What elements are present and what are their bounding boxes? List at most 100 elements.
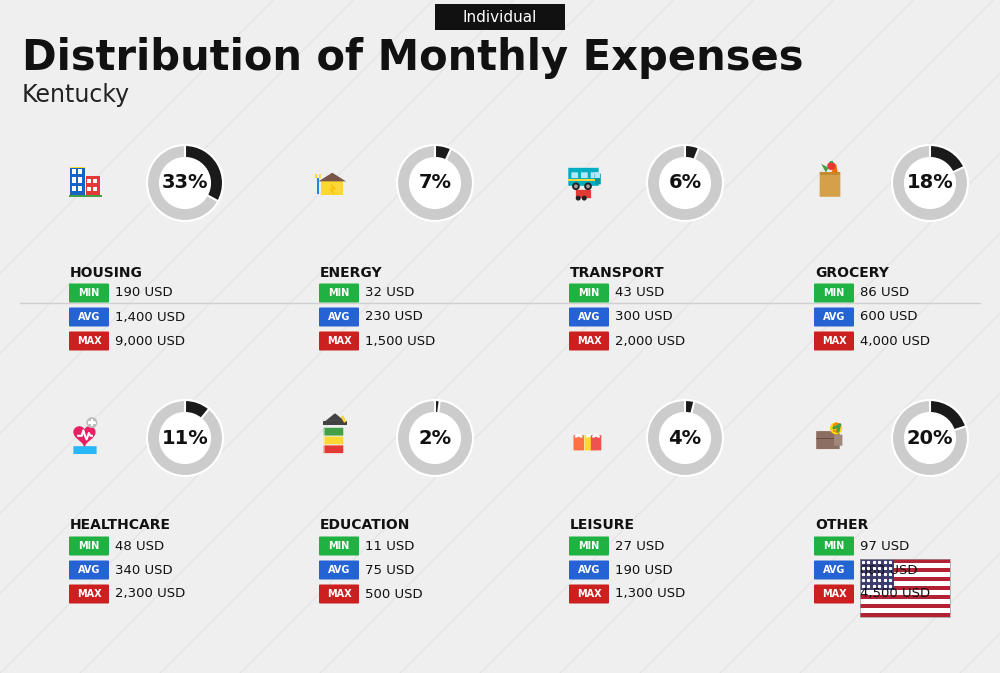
Bar (87, 186, 91, 191)
Bar (72, 177, 76, 183)
Text: 9,000 USD: 9,000 USD (115, 334, 185, 347)
Bar (595, 172, 600, 178)
Bar (78, 169, 82, 174)
FancyBboxPatch shape (569, 561, 609, 579)
Text: HOUSING: HOUSING (70, 266, 143, 280)
Text: MAX: MAX (77, 589, 101, 599)
FancyBboxPatch shape (816, 431, 840, 449)
Bar (78, 177, 82, 183)
Bar (90, 419, 93, 427)
Bar (70, 166, 85, 168)
FancyBboxPatch shape (576, 190, 591, 198)
Text: ENERGY: ENERGY (320, 266, 383, 280)
Text: 230 USD: 230 USD (365, 310, 423, 324)
Text: 4%: 4% (668, 429, 702, 448)
Polygon shape (74, 427, 95, 446)
Text: MIN: MIN (78, 541, 100, 551)
Bar (860, 595, 950, 599)
Wedge shape (930, 145, 964, 172)
Polygon shape (325, 413, 345, 421)
Text: 1,500 USD: 1,500 USD (365, 334, 435, 347)
FancyBboxPatch shape (568, 168, 599, 186)
Bar (93, 179, 97, 184)
Text: 600 USD: 600 USD (860, 310, 918, 324)
Circle shape (410, 413, 460, 463)
Text: AVG: AVG (823, 565, 845, 575)
FancyBboxPatch shape (435, 4, 565, 30)
FancyBboxPatch shape (73, 446, 97, 454)
FancyBboxPatch shape (814, 584, 854, 604)
Text: AVG: AVG (78, 565, 100, 575)
FancyBboxPatch shape (323, 428, 343, 435)
FancyBboxPatch shape (814, 332, 854, 351)
Text: MIN: MIN (78, 288, 100, 298)
FancyBboxPatch shape (569, 584, 609, 604)
Text: 18%: 18% (907, 174, 953, 192)
FancyBboxPatch shape (814, 283, 854, 302)
FancyBboxPatch shape (595, 174, 601, 184)
FancyBboxPatch shape (319, 332, 359, 351)
Text: 32 USD: 32 USD (365, 287, 414, 299)
Circle shape (584, 182, 592, 190)
Text: 190 USD: 190 USD (115, 287, 173, 299)
Text: EDUCATION: EDUCATION (320, 518, 410, 532)
Text: 1,400 USD: 1,400 USD (115, 310, 185, 324)
FancyBboxPatch shape (591, 435, 601, 450)
FancyBboxPatch shape (820, 172, 840, 197)
FancyBboxPatch shape (319, 308, 359, 326)
Text: MIN: MIN (823, 541, 845, 551)
Bar (816, 438, 840, 439)
Wedge shape (435, 400, 440, 413)
Text: Individual: Individual (463, 9, 537, 24)
Text: MAX: MAX (822, 589, 846, 599)
Wedge shape (147, 145, 223, 221)
Bar (319, 174, 321, 178)
Text: 2,000 USD: 2,000 USD (615, 334, 685, 347)
Bar (72, 169, 76, 174)
Circle shape (660, 158, 710, 208)
Bar (70, 166, 85, 197)
FancyBboxPatch shape (569, 536, 609, 555)
Text: HEALTHCARE: HEALTHCARE (70, 518, 171, 532)
FancyBboxPatch shape (319, 561, 359, 579)
Text: TRANSPORT: TRANSPORT (570, 266, 665, 280)
Circle shape (574, 184, 578, 188)
Bar (323, 446, 325, 453)
Text: 48 USD: 48 USD (115, 540, 164, 553)
Bar (568, 180, 595, 181)
FancyBboxPatch shape (69, 561, 109, 579)
Polygon shape (831, 163, 838, 172)
Text: 6%: 6% (668, 174, 702, 192)
Bar (860, 559, 950, 617)
FancyBboxPatch shape (569, 283, 609, 302)
Text: AVG: AVG (328, 312, 350, 322)
Bar (323, 428, 325, 435)
Text: 75 USD: 75 USD (365, 563, 414, 577)
FancyBboxPatch shape (69, 308, 109, 326)
Text: 86 USD: 86 USD (860, 287, 909, 299)
FancyBboxPatch shape (814, 561, 854, 579)
Text: OTHER: OTHER (815, 518, 868, 532)
Bar (90, 419, 93, 427)
Bar (860, 608, 950, 612)
Bar (315, 174, 317, 178)
Wedge shape (147, 400, 223, 476)
Wedge shape (892, 145, 968, 221)
Wedge shape (435, 145, 451, 160)
Text: AVG: AVG (328, 565, 350, 575)
Bar (860, 577, 950, 581)
Bar (860, 572, 950, 577)
Text: MAX: MAX (77, 336, 101, 346)
Wedge shape (685, 145, 699, 160)
Bar (860, 581, 950, 586)
Bar (860, 563, 950, 568)
Text: 190 USD: 190 USD (615, 563, 673, 577)
Bar (78, 186, 82, 191)
Bar (72, 186, 76, 191)
Text: 43 USD: 43 USD (615, 287, 664, 299)
Text: MIN: MIN (578, 288, 600, 298)
FancyBboxPatch shape (323, 446, 343, 453)
Wedge shape (185, 145, 223, 201)
Text: MIN: MIN (328, 541, 350, 551)
Text: MIN: MIN (578, 541, 600, 551)
